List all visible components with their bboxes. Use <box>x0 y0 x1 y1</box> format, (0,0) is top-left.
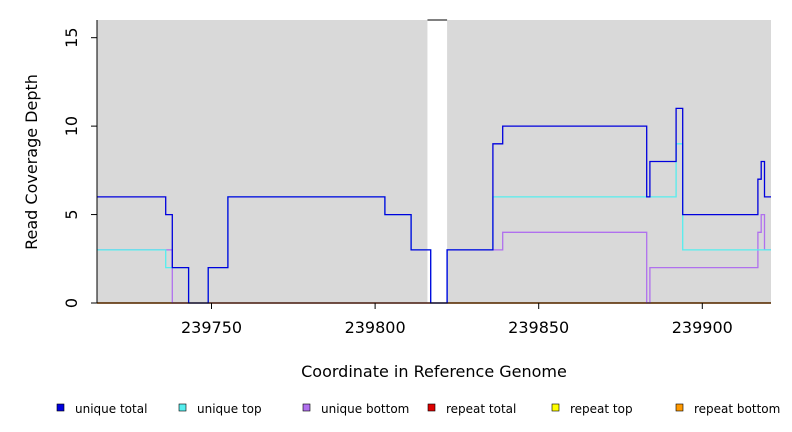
legend-swatch <box>427 403 436 412</box>
plot-background <box>97 19 771 303</box>
legend-label: repeat total <box>446 402 516 416</box>
x-axis-label: Coordinate in Reference Genome <box>301 362 567 381</box>
y-tick-label: 5 <box>62 209 81 219</box>
y-tick-label: 10 <box>62 116 81 136</box>
legend-swatch <box>302 403 311 412</box>
legend-swatch <box>56 403 65 412</box>
x-tick-label: 239750 <box>181 318 242 337</box>
legend-label: repeat bottom <box>694 402 780 416</box>
y-tick-label: 15 <box>62 28 81 48</box>
legend-swatch <box>675 403 684 412</box>
x-tick-label: 239900 <box>672 318 733 337</box>
axes-layer: 239750 239800 239850 239900 0 5 10 15 <box>62 20 771 337</box>
legend-swatch <box>178 403 187 412</box>
legend-label: repeat top <box>570 402 633 416</box>
x-tick-label: 239800 <box>345 318 406 337</box>
legend: unique total unique top unique bottom repea… <box>56 402 780 416</box>
y-axis-label: Read Coverage Depth <box>22 74 41 250</box>
legend-swatch <box>551 403 560 412</box>
legend-label: unique bottom <box>321 402 409 416</box>
legend-label: unique total <box>75 402 147 416</box>
x-tick-label: 239850 <box>508 318 569 337</box>
plot-panel-0 <box>97 20 428 303</box>
legend-label: unique top <box>197 402 262 416</box>
y-tick-label: 0 <box>62 298 81 308</box>
plot-panel-1 <box>447 20 771 303</box>
